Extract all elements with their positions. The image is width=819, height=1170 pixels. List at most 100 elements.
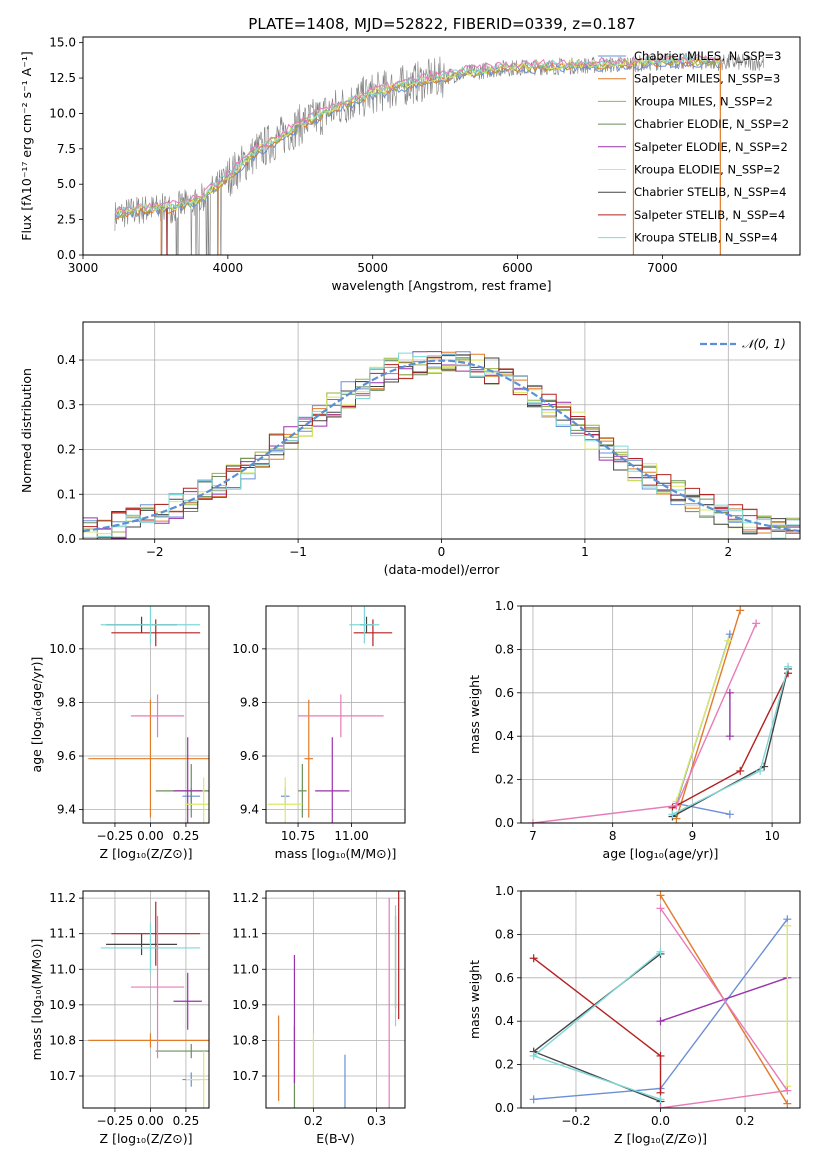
x-tick-label: 0.2 [735,1114,754,1128]
plot-area [266,606,405,823]
y-tick-label: 5.0 [57,177,76,191]
x-axis-label: wavelength [Angstrom, rest frame] [331,278,551,293]
weight-marker [656,1017,665,1026]
x-tick-label: 9 [689,829,697,843]
x-tick-label: −0.25 [97,1114,134,1128]
weight-marker [783,1099,792,1108]
axes-frame [520,890,801,1109]
y-axis-label: mass weight [467,960,482,1039]
x-axis-label: (data-model)/error [384,562,501,577]
weight-marker [756,766,765,775]
weight-marker [784,662,793,671]
x-tick-label: 0.2 [304,1114,323,1128]
weight-marker [656,1095,665,1104]
weight-marker [724,636,733,645]
weight-line [659,908,789,1108]
weight-marker [736,606,745,615]
x-tick-label: −0.25 [97,829,134,843]
normal-curve [83,359,800,533]
figure-title: PLATE=1408, MJD=52822, FIBERID=0339, z=0… [248,15,635,33]
panel-weight-vs-age: 7 8 9 10 0.0 0.2 0.4 0.6 0.8 1.0 age [log₁₀(age/yr… [467,599,801,861]
y-tick-label: 10.8 [49,1033,76,1047]
x-tick-label: 0.00 [137,1114,164,1128]
legend-entry: Chabrier MILES, N_SSP=3 [634,49,781,63]
x-tick-label: 0 [438,545,446,559]
y-tick-label: 9.8 [240,695,259,709]
axes-frame [265,890,406,1109]
y-tick-label: 11.2 [49,891,76,905]
y-tick-label: 0.2 [495,1058,514,1072]
y-tick-label: 9.8 [57,695,76,709]
x-tick-label: −0.2 [561,1114,590,1128]
x-tick-label: 0.25 [173,829,200,843]
weight-marker [736,766,745,775]
y-tick-label: 9.4 [240,803,259,817]
weight-marker [752,619,761,628]
x-tick-label: 11.00 [334,829,368,843]
y-tick-label: 0.6 [495,686,514,700]
x-tick-label: 7 [529,829,537,843]
y-tick-label: 9.6 [240,749,259,763]
model-line [114,57,721,218]
y-tick-label: 9.6 [57,749,76,763]
y-tick-label: 11.0 [232,962,259,976]
y-axis-label: mass [log₁₀(M/M⊙)] [29,939,44,1061]
panel-weight-vs-Z: −0.2 0.0 0.2 0.0 0.2 0.4 0.6 0.8 1.0 Z [log₁₀(Z/Z… [467,884,801,1146]
y-tick-label: 0.0 [495,1101,514,1115]
weight-marker [725,688,734,697]
y-tick-label: 12.5 [49,71,76,85]
weight-marker [529,1051,538,1060]
y-tick-label: 10.8 [232,1033,259,1047]
x-tick-label: 2 [724,545,732,559]
weight-line [532,951,661,1100]
y-tick-label: 7.5 [57,142,76,156]
y-tick-label: 10.0 [49,106,76,120]
y-tick-label: 0.6 [495,971,514,985]
weight-marker [725,732,734,741]
x-tick-label: 0.3 [367,1114,386,1128]
y-tick-label: 2.5 [57,213,76,227]
axes-frame [82,36,801,256]
panel-age-vs-Z: −0.25 0.00 0.25 9.4 9.6 9.8 10.0 Z [log₁₀(Z/Z⊙)… [29,605,210,861]
y-tick-label: 9.4 [57,803,76,817]
y-tick-label: 0.4 [495,729,514,743]
x-tick-label: 1 [581,545,589,559]
weight-line [532,953,661,1103]
weight-marker [672,801,681,810]
axes-frame [82,890,210,1109]
y-tick-label: 10.9 [232,998,259,1012]
weight-line [675,610,741,819]
y-axis-label: mass weight [467,675,482,754]
weight-line [532,623,757,823]
y-tick-label: 0.0 [57,248,76,262]
x-axis-label: mass [log₁₀(M/M⊙)] [275,846,397,861]
model-line [114,53,721,215]
weight-marker [656,1051,665,1060]
plot-area [114,52,765,255]
legend-entry: Kroupa ELODIE, N_SSP=2 [634,163,780,177]
x-axis-label: Z [log₁₀(Z/Z⊙)] [100,1131,193,1146]
x-tick-label: 10 [764,829,779,843]
weight-marker [529,1095,538,1104]
x-axis-label: age [log₁₀(age/yr)] [603,846,719,861]
y-tick-label: 0.3 [57,398,76,412]
weight-marker [668,810,677,819]
plot-area [266,891,405,1108]
x-axis-label: Z [log₁₀(Z/Z⊙)] [100,846,193,861]
spectrum-data-line [114,52,765,255]
weight-marker [656,947,665,956]
x-tick-label: 6000 [502,261,533,275]
panel-age-vs-mass: 10.75 11.00 9.4 9.6 9.8 10.0 mass [log₁₀(M/M⊙)… [232,605,406,861]
weight-marker [656,1104,665,1108]
plot-area [521,891,800,1108]
y-tick-label: 0.2 [495,773,514,787]
x-tick-label: −1 [289,545,307,559]
weight-marker [656,891,665,900]
x-tick-label: 5000 [357,261,388,275]
legend: Chabrier MILES, N_SSP=3 Salpeter MILES, N… [598,49,789,245]
weight-marker [528,819,537,823]
y-tick-label: 11.1 [232,927,259,941]
panel-mass-vs-ebv: 0.2 0.3 10.7 10.8 10.9 11.0 11.1 11.2 E(B-V) [232,890,406,1146]
x-tick-label: 4000 [213,261,244,275]
